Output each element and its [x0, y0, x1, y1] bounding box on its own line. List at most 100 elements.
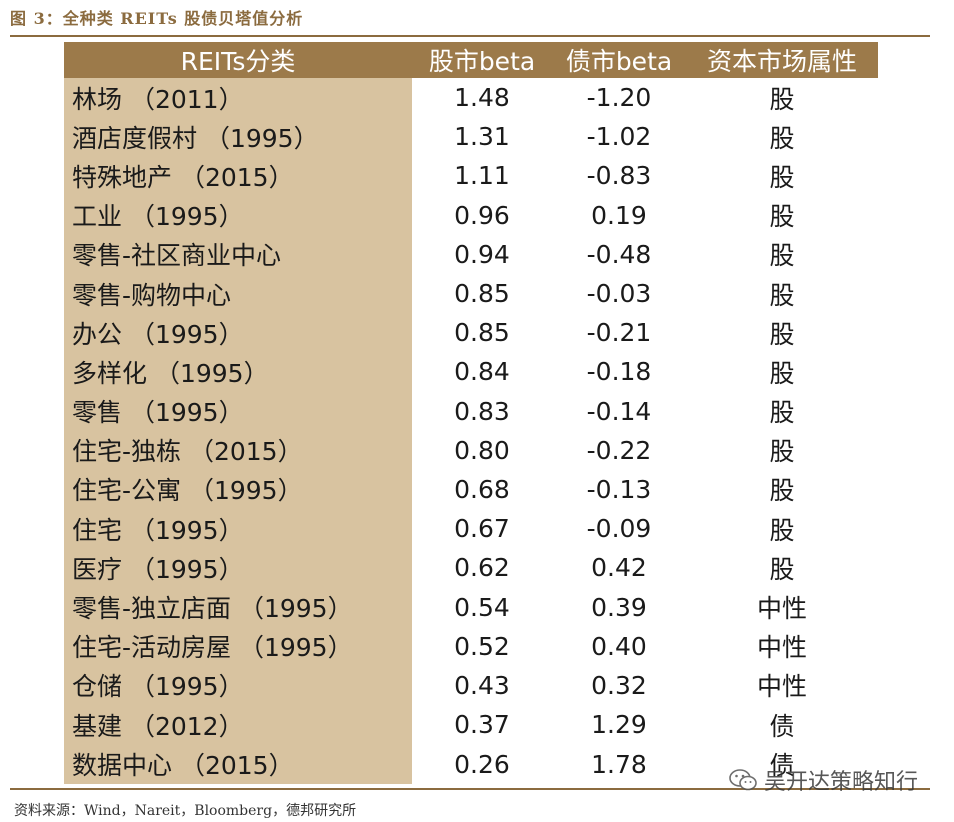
table-row: 基建 （2012） 0.37 1.29 债	[64, 705, 878, 745]
cell-category: 多样化 （1995）	[64, 352, 412, 392]
cell-stock-beta: 0.26	[454, 749, 510, 779]
table-row: 住宅-活动房屋 （1995） 0.52 0.40 中性	[64, 626, 878, 666]
cell-stock-beta: 0.62	[454, 553, 510, 583]
cell-stock-beta: 0.85	[454, 279, 510, 309]
table-row: 酒店度假村 （1995） 1.31 -1.02 股	[64, 117, 878, 157]
table-row: 零售-购物中心 0.85 -0.03 股	[64, 273, 878, 314]
cell-stock-beta: 0.80	[454, 435, 510, 465]
cell-market-attribute: 股	[769, 202, 795, 232]
cell-market-attribute: 股	[769, 162, 795, 192]
cell-market-attribute: 股	[769, 515, 795, 545]
cell-market-attribute: 股	[769, 476, 795, 506]
cell-category: 特殊地产 （2015）	[64, 156, 412, 196]
cell-category: 零售-独立店面 （1995）	[64, 587, 412, 627]
table-row: 住宅-独栋 （2015） 0.80 -0.22 股	[64, 430, 878, 470]
cell-market-attribute: 中性	[756, 633, 807, 663]
cell-bond-beta: 1.78	[591, 749, 647, 779]
cell-bond-beta: -0.13	[586, 474, 652, 504]
header-category: REITs分类	[64, 42, 412, 78]
cell-category: 办公 （1995）	[64, 313, 412, 353]
header-row: REITs分类 股市beta 债市beta 资本市场属性	[64, 42, 878, 78]
cell-category: 零售 （1995）	[64, 391, 412, 431]
table-row: 办公 （1995） 0.85 -0.21 股	[64, 313, 878, 353]
header-stock-beta: 股市beta	[412, 42, 552, 78]
table-row: 数据中心 （2015） 0.26 1.78 债	[64, 744, 878, 785]
cell-bond-beta: -0.14	[586, 396, 652, 426]
bottom-rule	[10, 788, 930, 790]
table-row: 仓储 （1995） 0.43 0.32 中性	[64, 665, 878, 705]
cell-stock-beta: 0.85	[454, 318, 510, 348]
cell-stock-beta: 0.54	[454, 592, 510, 622]
table-row: 住宅 （1995） 0.67 -0.09 股	[64, 509, 878, 549]
cell-bond-beta: -0.18	[586, 357, 652, 387]
cell-bond-beta: -0.22	[586, 435, 652, 465]
cell-bond-beta: 1.29	[591, 710, 647, 740]
cell-market-attribute: 股	[769, 84, 795, 114]
cell-stock-beta: 0.37	[454, 710, 510, 740]
cell-market-attribute: 股	[769, 554, 795, 584]
cell-bond-beta: -0.09	[586, 514, 652, 544]
cell-bond-beta: -1.20	[586, 83, 652, 113]
figure-title: 图 3：全种类 REITs 股债贝塔值分析	[10, 9, 304, 28]
cell-stock-beta: 0.83	[454, 396, 510, 426]
cell-market-attribute: 股	[769, 280, 795, 310]
cell-bond-beta: 0.32	[591, 670, 647, 700]
cell-bond-beta: 0.19	[591, 200, 647, 230]
table-row: 零售 （1995） 0.83 -0.14 股	[64, 391, 878, 431]
cell-market-attribute: 股	[769, 398, 795, 428]
cell-stock-beta: 0.96	[454, 200, 510, 230]
cell-category: 住宅-活动房屋 （1995）	[64, 626, 412, 666]
cell-stock-beta: 0.94	[454, 239, 510, 269]
cell-category: 零售-社区商业中心	[64, 234, 412, 274]
table-row: 医疗 （1995） 0.62 0.42 股	[64, 548, 878, 588]
cell-bond-beta: 0.39	[591, 592, 647, 622]
cell-stock-beta: 1.31	[454, 122, 510, 152]
cell-bond-beta: 0.42	[591, 553, 647, 583]
cell-bond-beta: -0.21	[586, 318, 652, 348]
cell-category: 仓储 （1995）	[64, 665, 412, 705]
cell-bond-beta: -0.03	[586, 279, 652, 309]
cell-category: 数据中心 （2015）	[64, 744, 412, 785]
source-note: 资料来源：Wind，Nareit，Bloomberg，德邦研究所	[14, 803, 357, 819]
table-row: 零售-社区商业中心 0.94 -0.48 股	[64, 234, 878, 274]
table-row: 零售-独立店面 （1995） 0.54 0.39 中性	[64, 587, 878, 627]
table-row: 特殊地产 （2015） 1.11 -0.83 股	[64, 156, 878, 196]
cell-stock-beta: 0.68	[454, 474, 510, 504]
cell-category: 住宅-公寓 （1995）	[64, 469, 412, 510]
cell-category: 林场 （2011）	[64, 78, 412, 118]
cell-bond-beta: -1.02	[586, 122, 652, 152]
cell-bond-beta: 0.40	[591, 631, 647, 661]
cell-market-attribute: 债	[769, 751, 795, 781]
cell-stock-beta: 0.43	[454, 670, 510, 700]
cell-stock-beta: 0.67	[454, 514, 510, 544]
cell-category: 基建 （2012）	[64, 705, 412, 745]
cell-bond-beta: -0.48	[586, 239, 652, 269]
cell-market-attribute: 股	[769, 241, 795, 271]
header-bond-beta: 债市beta	[552, 42, 686, 78]
cell-market-attribute: 股	[769, 358, 795, 388]
watermark: 吴开达策略知行	[728, 764, 918, 796]
watermark-text: 吴开达策略知行	[764, 770, 919, 795]
table-row: 住宅-公寓 （1995） 0.68 -0.13 股	[64, 469, 878, 510]
top-rule	[10, 35, 930, 37]
cell-category: 住宅 （1995）	[64, 509, 412, 549]
cell-market-attribute: 中性	[756, 672, 807, 702]
cell-market-attribute: 股	[769, 319, 795, 349]
cell-market-attribute: 中性	[756, 594, 807, 624]
cell-market-attribute: 股	[769, 123, 795, 153]
header-market-attribute: 资本市场属性	[686, 42, 878, 78]
table-row: 工业 （1995） 0.96 0.19 股	[64, 195, 878, 235]
cell-category: 工业 （1995）	[64, 195, 412, 235]
cell-stock-beta: 0.52	[454, 631, 510, 661]
cell-stock-beta: 0.84	[454, 357, 510, 387]
cell-market-attribute: 债	[769, 711, 795, 741]
table-row: 多样化 （1995） 0.84 -0.18 股	[64, 352, 878, 392]
reits-beta-table: REITs分类 股市beta 债市beta 资本市场属性 林场 （2011） 1.…	[64, 42, 878, 785]
cell-stock-beta: 1.11	[454, 161, 510, 191]
table-body: 林场 （2011） 1.48 -1.20 股酒店度假村 （1995） 1.31 -1.02…	[64, 78, 878, 785]
table-row: 林场 （2011） 1.48 -1.20 股	[64, 78, 878, 118]
cell-category: 医疗 （1995）	[64, 548, 412, 588]
cell-category: 酒店度假村 （1995）	[64, 117, 412, 157]
cell-stock-beta: 1.48	[454, 83, 510, 113]
cell-bond-beta: -0.83	[586, 161, 652, 191]
